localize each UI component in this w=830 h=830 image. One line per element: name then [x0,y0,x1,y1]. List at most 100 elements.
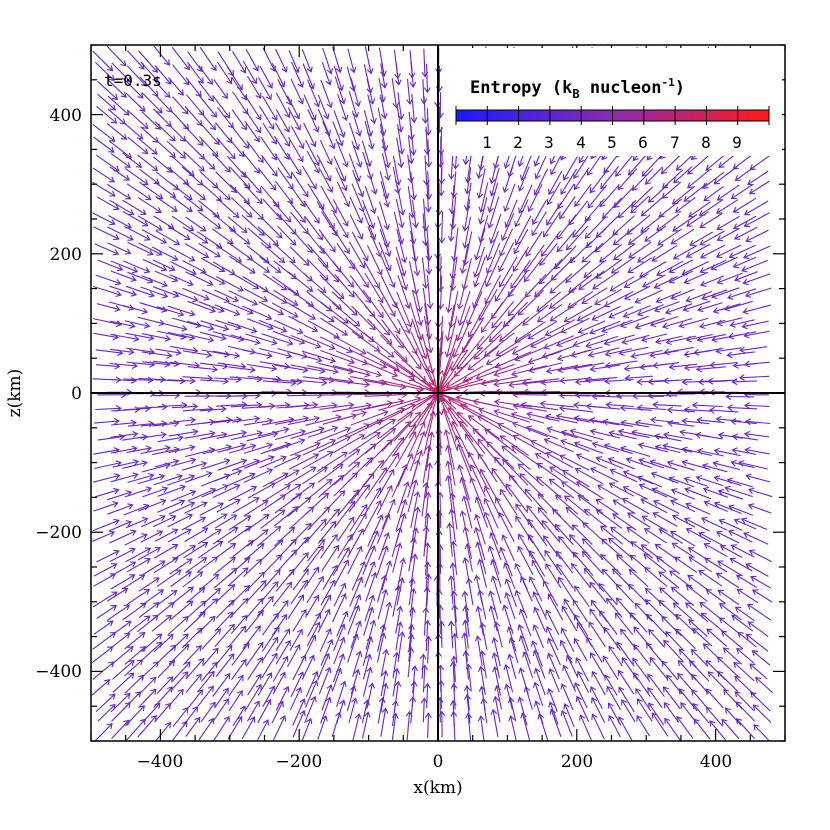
velocity-arrow [378,241,392,272]
velocity-arrow [424,542,431,576]
velocity-arrow [441,408,458,452]
velocity-arrow [617,669,635,695]
velocity-arrow [629,612,648,633]
velocity-arrow [332,449,361,470]
velocity-arrow [409,61,417,89]
velocity-arrow [449,562,457,591]
velocity-arrow [380,180,391,208]
velocity-arrow [744,446,770,455]
velocity-arrow [527,183,543,213]
velocity-arrow [126,718,146,741]
velocity-arrow [600,165,620,190]
velocity-arrow [565,654,579,679]
velocity-arrow [246,597,264,618]
velocity-arrow [731,433,758,441]
velocity-arrow [494,273,513,302]
velocity-arrow [545,452,574,469]
velocity-arrow [617,168,638,191]
velocity-arrow [215,244,243,263]
velocity-arrow [730,418,757,425]
velocity-arrow [703,542,728,558]
velocity-arrow [490,708,499,737]
velocity-arrow [335,380,371,388]
velocity-arrow [461,632,469,662]
velocity-arrow [214,514,238,529]
velocity-arrow [125,92,146,112]
velocity-arrow [272,715,287,741]
velocity-arrow [227,345,257,355]
velocity-arrow [624,374,653,382]
velocity-arrow [421,664,428,693]
velocity-arrow [198,65,213,85]
velocity-arrow [215,644,233,666]
velocity-arrow [319,139,333,166]
velocity-arrow [674,196,696,213]
velocity-arrow [587,347,620,358]
velocity-arrow [507,289,532,317]
velocity-arrow [396,481,410,514]
velocity-arrow [467,451,488,488]
velocity-arrow [187,487,217,502]
velocity-arrow [243,417,274,426]
velocity-arrow [610,256,636,274]
velocity-arrow [274,153,293,180]
velocity-arrow [636,304,664,317]
velocity-arrow [227,472,256,487]
velocity-arrow [378,287,396,318]
velocity-arrow [201,458,231,470]
velocity-arrow [367,514,384,547]
velocity-arrow [724,707,742,726]
velocity-arrow [275,639,291,665]
velocity-arrow [467,415,500,440]
velocity-arrow [318,474,345,498]
velocity-arrow [228,290,259,306]
entropy-colorbar: Entropy (kB nucleon-1) 1 2 3 4 5 6 7 8 9 [444,48,782,156]
velocity-arrow [424,573,432,607]
velocity-arrow [581,538,604,560]
velocity-arrow [380,669,389,697]
velocity-arrow [346,66,357,92]
velocity-arrow [215,599,235,619]
velocity-arrow [95,722,113,741]
velocity-arrow [583,508,608,528]
velocity-arrow [260,441,291,455]
velocity-arrow [730,183,754,200]
velocity-arrow [216,106,234,129]
velocity-arrow [573,415,605,424]
velocity-arrow [688,556,712,573]
velocity-arrow [140,445,171,455]
velocity-arrow [578,270,605,291]
velocity-arrow [202,513,228,529]
velocity-arrow [123,376,154,384]
velocity-arrow [698,531,725,547]
velocity-arrow [94,460,122,469]
velocity-arrow [681,417,710,425]
velocity-arrow [560,683,574,711]
velocity-arrow [230,124,250,149]
velocity-arrow [228,674,244,697]
velocity-arrow [489,213,502,244]
velocity-arrow [256,595,274,617]
velocity-arrow [479,621,488,650]
velocity-arrow [425,431,435,471]
velocity-arrow [743,402,770,409]
velocity-arrow [426,275,434,310]
velocity-arrow [743,531,769,545]
velocity-arrow [138,577,160,592]
velocity-arrow [391,464,408,498]
velocity-arrow [739,346,768,354]
velocity-arrow [152,420,180,427]
velocity-arrow [302,451,334,470]
velocity-arrow [171,215,195,231]
velocity-arrow [745,633,769,652]
velocity-arrow [333,582,347,607]
velocity-arrow [670,288,695,301]
velocity-arrow [717,670,739,693]
velocity-arrow [351,560,366,591]
velocity-arrow [246,580,267,602]
velocity-arrow [467,301,489,338]
velocity-arrow [710,256,738,271]
velocity-arrow [243,183,263,205]
velocity-arrow [457,464,471,501]
velocity-arrow [332,212,349,239]
